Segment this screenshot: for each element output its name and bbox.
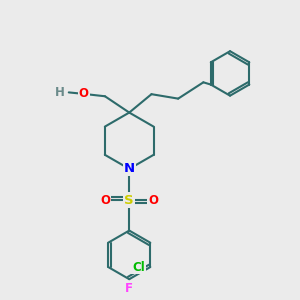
Text: S: S: [124, 194, 134, 206]
Text: O: O: [79, 87, 88, 101]
Text: H: H: [55, 86, 65, 99]
Text: N: N: [124, 162, 135, 176]
Text: O: O: [100, 194, 110, 206]
Text: Cl: Cl: [132, 260, 145, 274]
Text: O: O: [148, 194, 158, 206]
Text: F: F: [125, 282, 133, 295]
